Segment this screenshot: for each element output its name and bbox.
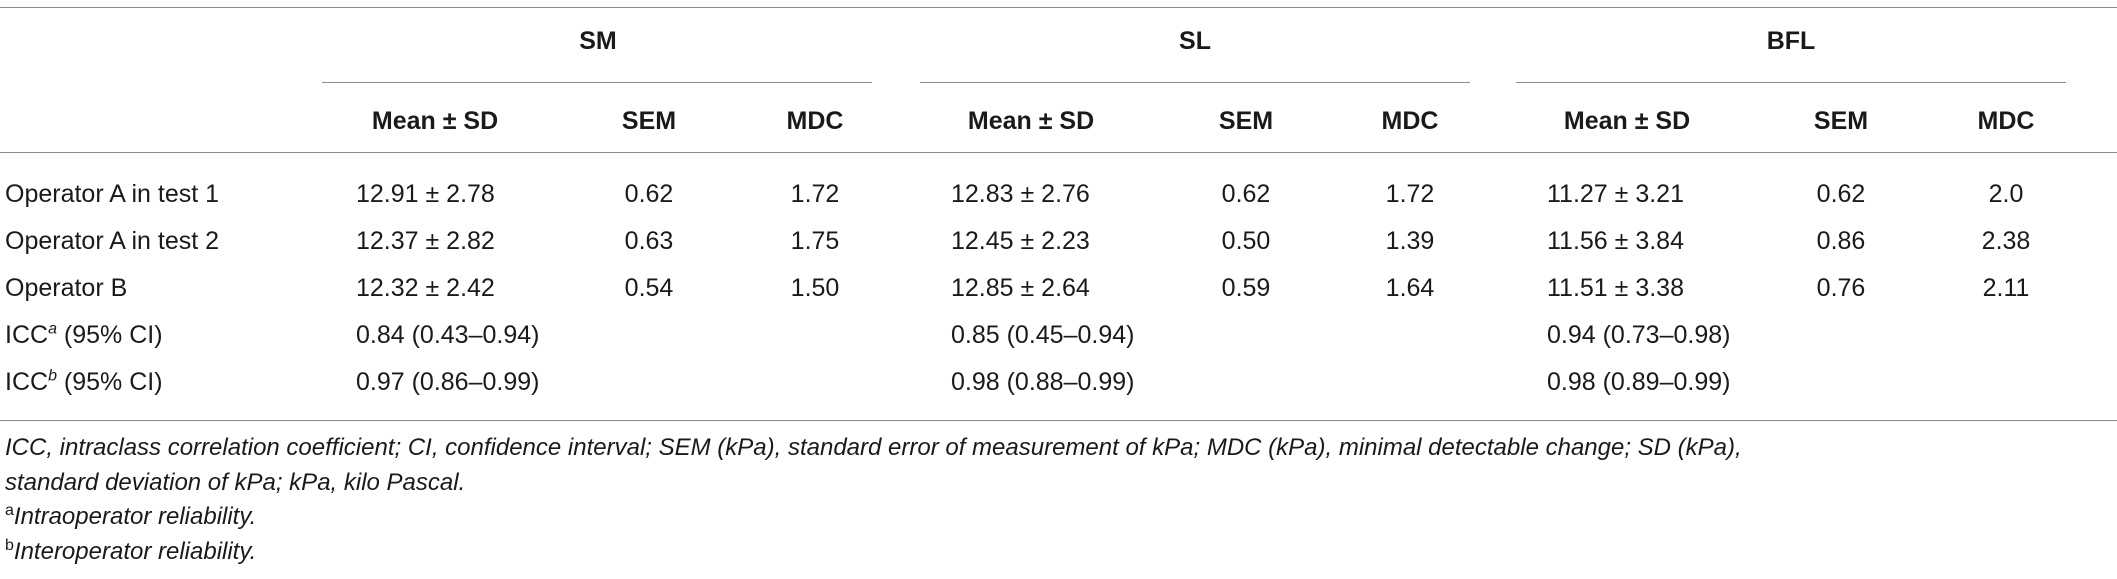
subheader-bfl-mdc: MDC bbox=[1977, 107, 2035, 135]
cell-sl-sem: 0.59 bbox=[1221, 274, 1271, 302]
cell-bfl-mdc: 2.11 bbox=[1982, 274, 2030, 302]
group-underline-sm bbox=[322, 82, 872, 83]
cell-sl-mean-sd: 12.85 ± 2.64 bbox=[951, 274, 1090, 302]
footnote-b-marker: b bbox=[5, 537, 14, 554]
footnote-a-marker: a bbox=[5, 502, 14, 519]
group-underline-bfl bbox=[1516, 82, 2066, 83]
cell-bfl-sem: 0.76 bbox=[1816, 274, 1866, 302]
group-header-sl: SL bbox=[1179, 27, 1211, 55]
icc-label-main: ICC bbox=[5, 321, 49, 349]
cell-sl-mean-sd: 12.45 ± 2.23 bbox=[951, 227, 1090, 255]
subheader-sm-sem: SEM bbox=[621, 107, 677, 135]
cell-sm-mdc: 1.50 bbox=[790, 274, 840, 302]
cell-bfl-sem: 0.62 bbox=[1816, 180, 1866, 208]
icc-label-ci: (95% CI) bbox=[56, 321, 163, 349]
cell-sl-sem: 0.50 bbox=[1221, 227, 1271, 255]
group-header-bfl: BFL bbox=[1766, 27, 1816, 55]
table-bottom-rule bbox=[0, 420, 2117, 421]
icc-sl: 0.85 (0.45–0.94) bbox=[951, 321, 1135, 349]
icc-row-label: ICCb (95% CI) bbox=[5, 367, 163, 397]
footnote-b: bInteroperator reliability. bbox=[5, 537, 256, 567]
footnote-a-text: Intraoperator reliability. bbox=[13, 503, 257, 530]
subheader-sl-mdc: MDC bbox=[1381, 107, 1439, 135]
subheader-sm-mean-sd: Mean ± SD bbox=[371, 107, 499, 135]
group-header-sm: SM bbox=[579, 27, 617, 55]
cell-sm-mean-sd: 12.37 ± 2.82 bbox=[356, 227, 495, 255]
subheader-sm-mdc: MDC bbox=[786, 107, 844, 135]
cell-sl-mdc: 1.64 bbox=[1385, 274, 1435, 302]
cell-bfl-mean-sd: 11.51 ± 3.38 bbox=[1547, 274, 1684, 302]
row-label: Operator A in test 1 bbox=[5, 180, 220, 208]
icc-label-superscript: a bbox=[48, 320, 57, 338]
cell-sl-sem: 0.62 bbox=[1221, 180, 1271, 208]
cell-sm-sem: 0.63 bbox=[624, 227, 674, 255]
cell-bfl-mdc: 2.0 bbox=[1988, 180, 2024, 208]
icc-sm: 0.84 (0.43–0.94) bbox=[356, 321, 540, 349]
subheader-bfl-sem: SEM bbox=[1813, 107, 1869, 135]
icc-label-main: ICC bbox=[5, 368, 49, 396]
footnote-a: aIntraoperator reliability. bbox=[5, 502, 256, 532]
cell-bfl-mean-sd: 11.27 ± 3.21 bbox=[1547, 180, 1684, 208]
cell-sl-mdc: 1.72 bbox=[1385, 180, 1435, 208]
icc-label-superscript: b bbox=[48, 367, 57, 385]
footnote-abbreviations-line2: standard deviation of kPa; kPa, kilo Pas… bbox=[5, 469, 466, 496]
icc-sm: 0.97 (0.86–0.99) bbox=[356, 368, 540, 396]
footnote-abbreviations-line1: ICC, intraclass correlation coefficient;… bbox=[5, 434, 1742, 461]
subheader-bfl-mean-sd: Mean ± SD bbox=[1563, 107, 1691, 135]
cell-bfl-mdc: 2.38 bbox=[1981, 227, 2031, 255]
cell-sl-mdc: 1.39 bbox=[1385, 227, 1435, 255]
icc-label-ci: (95% CI) bbox=[56, 368, 163, 396]
cell-sm-mdc: 1.75 bbox=[790, 227, 840, 255]
cell-bfl-mean-sd: 11.56 ± 3.84 bbox=[1547, 227, 1684, 255]
cell-sm-mdc: 1.72 bbox=[790, 180, 840, 208]
table-top-rule bbox=[0, 7, 2117, 8]
icc-bfl: 0.94 (0.73–0.98) bbox=[1547, 321, 1731, 349]
icc-sl: 0.98 (0.88–0.99) bbox=[951, 368, 1135, 396]
row-label: Operator A in test 2 bbox=[5, 227, 220, 255]
cell-sm-mean-sd: 12.91 ± 2.78 bbox=[356, 180, 495, 208]
cell-sm-sem: 0.54 bbox=[624, 274, 674, 302]
row-label: Operator B bbox=[5, 274, 128, 302]
cell-sm-mean-sd: 12.32 ± 2.42 bbox=[356, 274, 495, 302]
subheader-sl-mean-sd: Mean ± SD bbox=[967, 107, 1095, 135]
icc-bfl: 0.98 (0.89–0.99) bbox=[1547, 368, 1731, 396]
icc-row-label: ICCa (95% CI) bbox=[5, 320, 163, 350]
group-underline-sl bbox=[920, 82, 1470, 83]
footnote-b-text: Interoperator reliability. bbox=[13, 538, 257, 565]
subheader-sl-sem: SEM bbox=[1218, 107, 1274, 135]
cell-bfl-sem: 0.86 bbox=[1816, 227, 1866, 255]
cell-sm-sem: 0.62 bbox=[624, 180, 674, 208]
cell-sl-mean-sd: 12.83 ± 2.76 bbox=[951, 180, 1090, 208]
header-bottom-rule bbox=[0, 152, 2117, 153]
